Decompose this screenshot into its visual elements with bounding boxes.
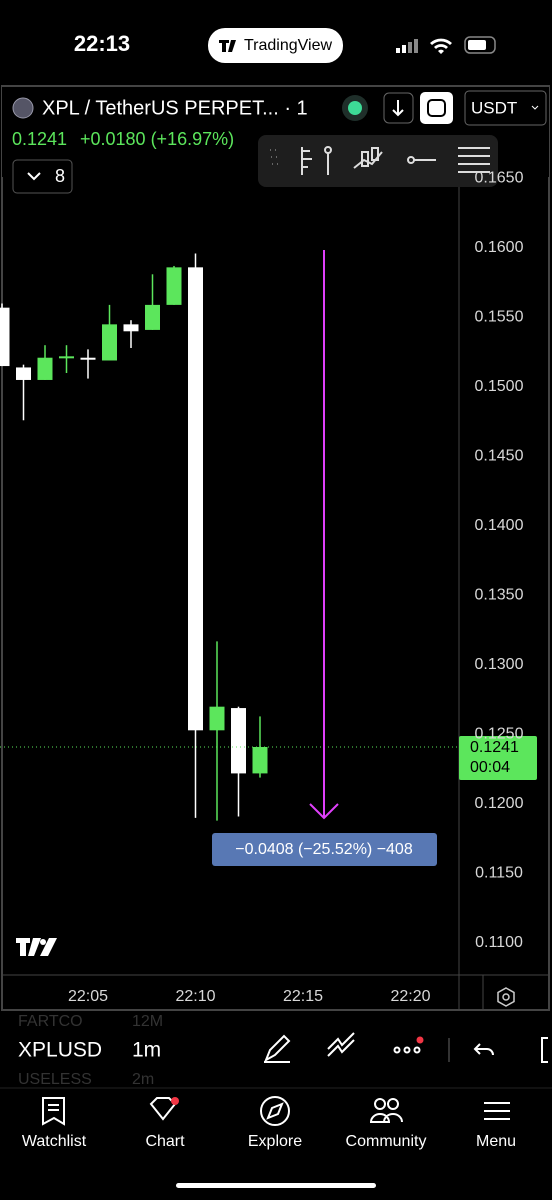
y-tick-label: 0.1300 [475, 656, 524, 673]
y-tick-label: 0.1500 [475, 378, 524, 395]
nav-label[interactable]: Chart [145, 1133, 185, 1150]
x-tick-label: 22:20 [390, 988, 430, 1005]
measure-box [212, 833, 437, 866]
candle-body [15, 367, 31, 380]
nav-label[interactable]: Watchlist [22, 1133, 87, 1150]
interval[interactable]: 1m [132, 1039, 161, 1062]
last-price: 0.1241 [12, 129, 67, 149]
candle-body [101, 324, 117, 361]
tv-logo [16, 938, 41, 956]
candle-body [144, 304, 160, 330]
settings-icon[interactable] [497, 987, 515, 1007]
tv-logo-slash [40, 938, 57, 956]
candle-body [0, 307, 10, 367]
y-tick-label: 0.1550 [475, 309, 524, 326]
measure-label: −0.0408 (−25.52%) −408 [235, 841, 413, 858]
plot [0, 253, 459, 821]
y-tick-label: 0.1200 [475, 795, 524, 812]
faded-symbol: FARTCO [18, 1013, 83, 1030]
y-tick-label: 0.1400 [475, 517, 524, 534]
countdown: 00:04 [470, 759, 510, 776]
down-icon [392, 100, 404, 117]
y-tick-label: 0.1600 [475, 239, 524, 256]
replay-button[interactable] [420, 92, 453, 124]
price-label: 0.1241 [470, 739, 519, 756]
x-tick-label: 22:05 [68, 988, 108, 1005]
x-tick-label: 22:15 [283, 988, 323, 1005]
down-button[interactable] [383, 92, 414, 124]
faded-interval: 12M [132, 1013, 163, 1030]
nav-icons [42, 1096, 510, 1126]
candle-body [187, 267, 203, 731]
clock: 22:13 [74, 31, 130, 56]
measure-arrowhead [309, 803, 339, 820]
candle-body [58, 356, 74, 359]
nav-label[interactable]: Community [346, 1133, 427, 1150]
price-change: +0.0180 (+16.97%) [80, 129, 234, 149]
y-tick-label: 0.1250 [475, 726, 524, 743]
chevron-down [27, 172, 41, 181]
chart-notify-dot [171, 1097, 179, 1105]
candle-body [123, 324, 139, 332]
tv-logo-dot [40, 939, 46, 945]
candle-body [37, 357, 53, 380]
candle-body [230, 708, 246, 774]
replay-icon [427, 99, 446, 117]
symbol-icon [12, 97, 34, 119]
home-indicator [176, 1183, 376, 1188]
y-tick-label: 0.1450 [475, 448, 524, 465]
indicators-toggle[interactable] [12, 159, 73, 194]
nav-label[interactable]: Menu [476, 1133, 516, 1150]
symbol-title[interactable]: XPL / TetherUS PERPET... · 1 [42, 97, 308, 119]
nav-bar: Watchlist Chart Explore Community Menu [22, 1133, 516, 1150]
y-tick-label: 0.1350 [475, 587, 524, 604]
y-tick-label: 0.1150 [475, 865, 523, 882]
candle-body [166, 267, 182, 305]
toolbar-icons [270, 146, 490, 175]
x-tick-label: 22:10 [175, 988, 215, 1005]
settings-icon-center [502, 993, 510, 1001]
symbol[interactable]: XPLUSD [18, 1039, 102, 1062]
notify-dot [416, 1036, 424, 1044]
currency-select[interactable] [464, 90, 547, 126]
currency: USDT [471, 98, 517, 117]
candle-body [209, 706, 225, 731]
nav-label[interactable]: Explore [248, 1133, 302, 1150]
candle-body [252, 746, 268, 774]
pattern-icon[interactable] [327, 1032, 355, 1057]
app-pill [208, 28, 343, 63]
undo-icon[interactable] [473, 1043, 494, 1056]
faded-symbol: USELESS [18, 1071, 92, 1088]
y-tick-label: 0.1100 [475, 934, 523, 951]
status-dot [348, 101, 362, 115]
chevron [531, 105, 539, 110]
price-label-box [459, 736, 537, 780]
tool-icons [264, 1032, 548, 1063]
app-name: TradingView [244, 37, 332, 54]
chart-frame [1, 85, 550, 1011]
status-icons [396, 36, 496, 54]
faded-interval: 2m [132, 1071, 154, 1088]
y-tick-label: 0.1650 [475, 170, 524, 187]
tv-icon [219, 40, 236, 52]
indicator-count: 8 [55, 166, 65, 186]
pen-icon[interactable] [264, 1034, 291, 1063]
candle-body [80, 357, 96, 360]
